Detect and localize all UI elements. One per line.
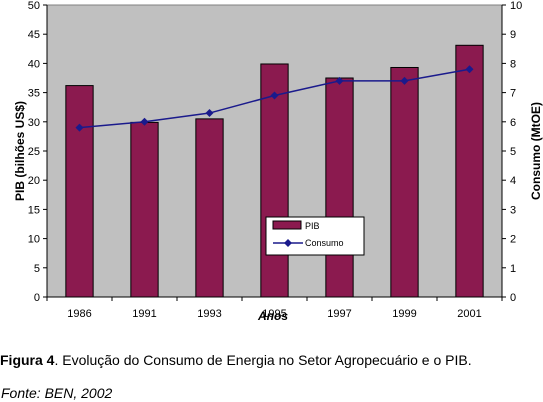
marker-consumo-1999 (400, 76, 409, 85)
legend-label-pib: PIB (305, 221, 320, 231)
y-tick-label: 10 (28, 234, 40, 246)
figure-source: Fonte: BEN, 2002 (1, 385, 113, 401)
y-tick-label: 25 (28, 146, 40, 158)
y2-tick-label: 7 (510, 88, 516, 100)
x-tick-label: 2001 (457, 308, 481, 320)
x-tick-label: 1999 (392, 308, 416, 320)
y2-tick-label: 9 (510, 29, 516, 41)
bar-pib-2001 (455, 44, 484, 298)
y-tick-label: 0 (34, 292, 40, 304)
y-tick-label: 20 (28, 175, 40, 187)
y-axis-left-ticks: 0 5 10 15 20 25 30 35 40 45 50 (28, 0, 47, 304)
legend-swatch-pib (272, 220, 302, 230)
x-tick-label: 1995 (262, 308, 286, 320)
figure-caption: Figura 4. Evolução do Consumo de Energia… (0, 352, 472, 368)
figure-caption-text: . Evolução do Consumo de Energia no Seto… (54, 352, 472, 368)
y2-tick-label: 4 (510, 175, 516, 187)
y2-tick-label: 5 (510, 146, 516, 158)
bar-pib-1999 (390, 66, 419, 298)
y2-tick-label: 1 (510, 263, 516, 275)
y-tick-label: 35 (28, 88, 40, 100)
x-axis-title: Anos (257, 309, 288, 323)
bar-pib-1991 (130, 121, 159, 298)
y2-tick-label: 0 (510, 292, 516, 304)
legend-marker-consumo (284, 239, 292, 247)
y2-tick-label: 10 (510, 0, 522, 12)
bar-pib-1997 (325, 77, 354, 298)
marker-consumo-2001 (465, 65, 474, 74)
figure-caption-label: Figura 4 (0, 352, 55, 368)
x-tick-label: 1986 (67, 308, 91, 320)
marker-consumo-1997 (335, 76, 344, 85)
y2-tick-label: 6 (510, 117, 516, 129)
y-tick-label: 5 (34, 263, 40, 275)
y-axis-left-title: PIB (bilhões US$) (13, 101, 27, 201)
line-series-consumo (75, 65, 474, 132)
bar-pib-1986 (65, 85, 94, 298)
marker-consumo-1995 (270, 91, 279, 100)
y-axis-right-title: Consumo (MtOE) (529, 102, 543, 200)
marker-consumo-1986 (75, 123, 84, 132)
y-tick-label: 15 (28, 204, 40, 216)
bar-series-pib (65, 44, 484, 298)
y-axis-right-ticks: 0 1 2 3 4 5 6 7 8 9 10 (502, 0, 522, 304)
marker-consumo-1993 (205, 109, 214, 118)
legend: PIB Consumo (265, 216, 365, 256)
y-tick-label: 50 (28, 0, 40, 12)
legend-label-consumo: Consumo (305, 238, 344, 248)
y-tick-label: 30 (28, 117, 40, 129)
bar-pib-1993 (195, 118, 224, 298)
y2-tick-label: 2 (510, 234, 516, 246)
y-tick-label: 40 (28, 58, 40, 70)
marker-consumo-1991 (140, 117, 149, 126)
x-axis-ticks: 1986 1991 1993 1995 1997 1999 2001 (46, 297, 503, 320)
x-tick-label: 1993 (197, 308, 221, 320)
y2-tick-label: 8 (510, 58, 516, 70)
x-tick-label: 1997 (327, 308, 351, 320)
y2-tick-label: 3 (510, 204, 516, 216)
y-tick-label: 45 (28, 29, 40, 41)
x-tick-label: 1991 (132, 308, 156, 320)
